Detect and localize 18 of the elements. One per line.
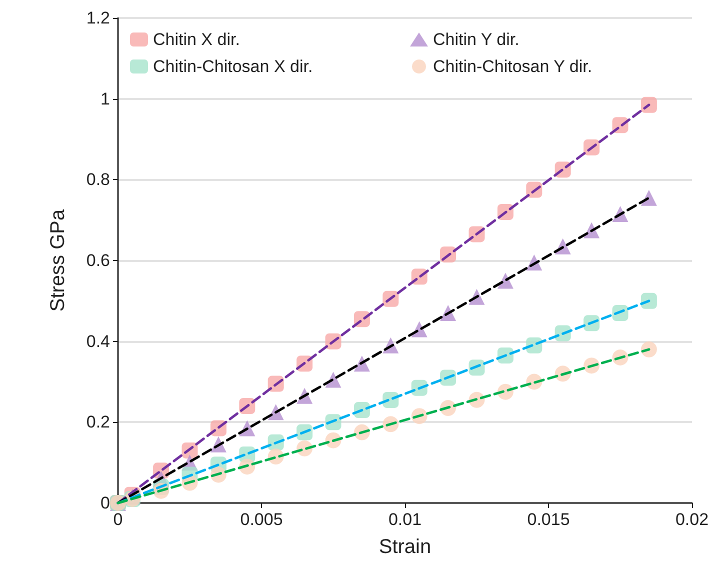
x-tick-label: 0.01 bbox=[388, 510, 422, 529]
x-tick-label: 0 bbox=[113, 510, 123, 529]
y-tick-label: 0.8 bbox=[86, 170, 110, 190]
y-axis-title: Stress GPa bbox=[47, 208, 69, 312]
x-axis-title: Strain bbox=[378, 536, 432, 558]
y-tick-label: 0.6 bbox=[86, 251, 110, 270]
y-tick-label: 0.4 bbox=[86, 332, 110, 351]
y-tick-label: 0 bbox=[100, 494, 110, 512]
x-tick-label: 0.015 bbox=[527, 510, 570, 529]
x-tick-label: 0.005 bbox=[240, 510, 283, 529]
legend-label: Chitin Y dir. bbox=[433, 30, 520, 49]
x-tick-label: 0.02 bbox=[675, 510, 709, 529]
y-tick-label: 1 bbox=[100, 89, 110, 108]
y-tick-label: 1.2 bbox=[86, 8, 110, 28]
legend-label: Chitin-Chitosan Y dir. bbox=[433, 57, 592, 76]
legend-label: Chitin X dir. bbox=[153, 30, 240, 49]
legend-label: Chitin-Chitosan X dir. bbox=[153, 57, 313, 76]
y-tick-label: 0.2 bbox=[86, 412, 110, 432]
